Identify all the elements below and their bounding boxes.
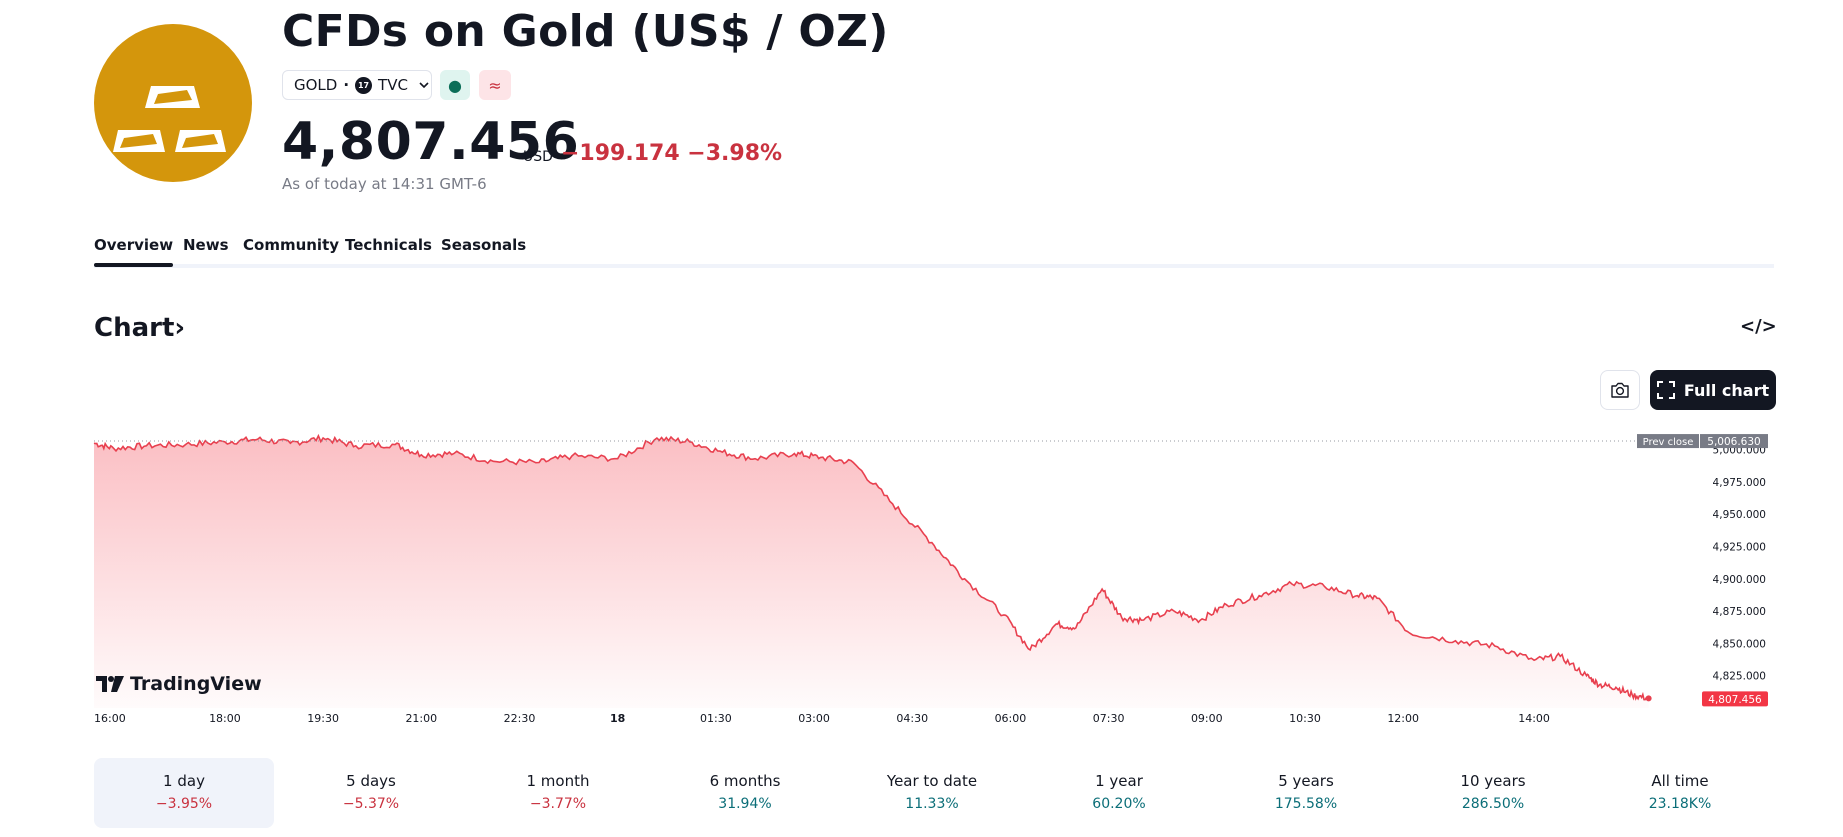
full-chart-label: Full chart bbox=[1683, 380, 1770, 400]
x-tick-label: 01:30 bbox=[700, 712, 732, 725]
price-series-line bbox=[93, 433, 1649, 701]
period-year-to-date[interactable]: Year to date 11.33% bbox=[842, 758, 1022, 828]
tab-news[interactable]: News bbox=[183, 236, 229, 254]
period-change: 175.58% bbox=[1274, 796, 1338, 812]
period-label: 1 month bbox=[526, 772, 590, 790]
y-tick-label: 4,850.000 bbox=[1713, 638, 1766, 650]
period-5-years[interactable]: 5 years 175.58% bbox=[1216, 758, 1396, 828]
period-1-day[interactable]: 1 day −3.95% bbox=[94, 758, 274, 828]
period-label: 5 years bbox=[1278, 772, 1334, 790]
x-tick-label: 06:00 bbox=[995, 712, 1027, 725]
last-price-label-bg bbox=[1702, 691, 1768, 707]
period-6-months[interactable]: 6 months 31.94% bbox=[655, 758, 835, 828]
x-tick-label: 18:00 bbox=[209, 712, 241, 725]
tab-technicals[interactable]: Technicals bbox=[345, 236, 432, 254]
tab-community[interactable]: Community bbox=[243, 236, 340, 254]
chevron-down-icon bbox=[419, 82, 429, 89]
price-change: −199.174 −3.98% bbox=[561, 141, 783, 166]
separator-dot: · bbox=[343, 76, 350, 94]
exchange-label: TVC bbox=[378, 76, 408, 94]
period-label: All time bbox=[1651, 772, 1709, 790]
x-tick-label: 19:30 bbox=[307, 712, 339, 725]
period-1-month[interactable]: 1 month −3.77% bbox=[468, 758, 648, 828]
tradingview-logo[interactable]: TradingView bbox=[96, 673, 262, 695]
symbol-tabs: Overview News Community Technicals Seaso… bbox=[94, 234, 1774, 268]
y-tick-label: 4,975.000 bbox=[1713, 477, 1766, 489]
delayed-data-badge[interactable]: ≈ bbox=[479, 70, 511, 100]
period-1-year[interactable]: 1 year 60.20% bbox=[1029, 758, 1209, 828]
price-chart[interactable]: 5,000.0004,975.0004,950.0004,925.0004,90… bbox=[0, 430, 1843, 730]
period-change: 23.18K% bbox=[1648, 796, 1712, 812]
prev-close-value-bg bbox=[1700, 434, 1768, 449]
full-chart-button[interactable]: Full chart bbox=[1650, 370, 1776, 410]
period-change: 286.50% bbox=[1461, 796, 1525, 812]
tradingview-label: TradingView bbox=[130, 673, 262, 695]
prev-close-label: Prev close bbox=[1643, 437, 1694, 448]
x-tick-label: 07:30 bbox=[1093, 712, 1125, 725]
tradingview-icon bbox=[96, 676, 124, 692]
x-tick-label: 03:00 bbox=[798, 712, 830, 725]
period-label: Year to date bbox=[886, 772, 978, 790]
chart-heading: Chart bbox=[94, 313, 175, 343]
y-tick-label: 4,825.000 bbox=[1713, 671, 1766, 683]
prev-close-label-bg bbox=[1637, 434, 1699, 449]
period-label: 5 days bbox=[346, 772, 396, 790]
symbol-exchange-selector[interactable]: GOLD · 17 TVC bbox=[282, 70, 432, 100]
prev-close-value: 5,006.630 bbox=[1707, 436, 1760, 448]
tab-seasonals[interactable]: Seasonals bbox=[441, 236, 527, 254]
last-price: 4,807.456 bbox=[282, 112, 580, 172]
period-change: 31.94% bbox=[718, 796, 772, 812]
snapshot-button[interactable] bbox=[1600, 370, 1640, 410]
embed-code-icon[interactable]: </> bbox=[1740, 316, 1777, 337]
chevron-right-icon: › bbox=[174, 313, 186, 343]
x-tick-label: 18 bbox=[610, 712, 625, 725]
period-10-years[interactable]: 10 years 286.50% bbox=[1403, 758, 1583, 828]
as-of-timestamp: As of today at 14:31 GMT-6 bbox=[282, 175, 487, 193]
y-tick-label: 4,950.000 bbox=[1713, 509, 1766, 521]
period-label: 1 day bbox=[163, 772, 205, 790]
chart-section-link[interactable]: Chart› bbox=[94, 313, 185, 343]
price-currency: USD bbox=[523, 149, 553, 165]
x-tick-label: 21:00 bbox=[405, 712, 437, 725]
last-price-label: 4,807.456 bbox=[1708, 694, 1762, 706]
x-tick-label: 09:00 bbox=[1191, 712, 1223, 725]
x-tick-label: 04:30 bbox=[896, 712, 928, 725]
period-label: 1 year bbox=[1095, 772, 1143, 790]
performance-periods: 1 day −3.95% 5 days −5.37% 1 month −3.77… bbox=[94, 758, 1774, 828]
period-change: −5.37% bbox=[342, 796, 400, 812]
x-tick-label: 22:30 bbox=[504, 712, 536, 725]
period-change: −3.77% bbox=[529, 796, 587, 812]
gold-logo-icon bbox=[94, 24, 252, 182]
last-price-dot bbox=[1645, 695, 1652, 702]
tvc-exchange-icon: 17 bbox=[355, 76, 373, 94]
fullscreen-icon bbox=[1656, 381, 1675, 399]
camera-icon bbox=[1611, 382, 1629, 398]
price-area-fill bbox=[94, 435, 1649, 708]
x-tick-label: 16:00 bbox=[94, 712, 126, 725]
period-change: −3.95% bbox=[155, 796, 213, 812]
period-label: 10 years bbox=[1460, 772, 1526, 790]
page-title: CFDs on Gold (US$ / OZ) bbox=[282, 6, 889, 57]
x-tick-label: 14:00 bbox=[1518, 712, 1550, 725]
x-tick-label: 10:30 bbox=[1289, 712, 1321, 725]
period-all-time[interactable]: All time 23.18K% bbox=[1590, 758, 1770, 828]
period-label: 6 months bbox=[709, 772, 781, 790]
y-tick-label: 4,875.000 bbox=[1713, 606, 1766, 618]
period-change: 60.20% bbox=[1092, 796, 1146, 812]
tab-overview[interactable]: Overview bbox=[94, 236, 174, 267]
symbol-label: GOLD bbox=[294, 76, 338, 94]
y-tick-label: 4,900.000 bbox=[1713, 574, 1766, 586]
y-tick-label: 4,925.000 bbox=[1713, 542, 1766, 554]
x-tick-label: 12:00 bbox=[1387, 712, 1419, 725]
market-status-badge[interactable]: ● bbox=[440, 70, 470, 100]
period-5-days[interactable]: 5 days −5.37% bbox=[281, 758, 461, 828]
period-change: 11.33% bbox=[905, 796, 959, 812]
